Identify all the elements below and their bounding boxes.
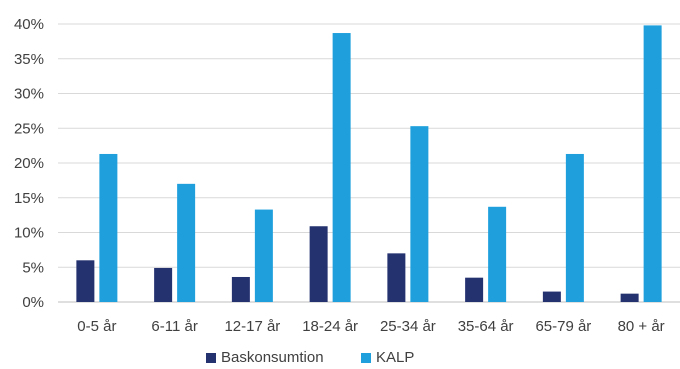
x-tick-label: 0-5 år xyxy=(77,318,116,335)
x-tick-label: 80 + år xyxy=(618,318,665,335)
bar-kalp xyxy=(332,33,351,302)
bar-kalp xyxy=(565,153,584,302)
x-tick-label: 35-64 år xyxy=(458,318,514,335)
legend-swatch-kalp xyxy=(361,353,371,363)
y-tick-label: 30% xyxy=(14,86,44,103)
y-tick-label: 0% xyxy=(22,294,44,311)
bar-baskonsumtion xyxy=(465,277,484,302)
bar-kalp xyxy=(488,206,507,302)
y-tick-label: 20% xyxy=(14,155,44,172)
x-tick-label: 18-24 år xyxy=(302,318,358,335)
bar-baskonsumtion xyxy=(231,276,250,302)
legend: Baskonsumtion KALP xyxy=(206,349,414,366)
bar-kalp xyxy=(177,183,196,302)
x-tick-label: 6-11 år xyxy=(151,318,197,335)
bar-kalp xyxy=(254,209,273,302)
legend-swatch-baskonsumtion xyxy=(206,353,216,363)
bar-kalp xyxy=(99,153,118,302)
x-axis-tick-labels: 0-5 år 6-11 år 12-17 år 18-24 år 25-34 år 35-… xyxy=(77,318,664,335)
legend-label-kalp: KALP xyxy=(376,349,414,366)
bar-baskonsumtion xyxy=(76,260,95,302)
bar-baskonsumtion xyxy=(309,226,328,302)
bar-baskonsumtion xyxy=(620,293,639,302)
bar-baskonsumtion xyxy=(542,291,561,302)
y-tick-label: 40% xyxy=(14,16,44,33)
bar-kalp xyxy=(643,25,662,302)
y-tick-label: 10% xyxy=(14,225,44,242)
x-tick-label: 25-34 år xyxy=(380,318,436,335)
x-tick-label: 12-17 år xyxy=(224,318,280,335)
y-axis-tick-labels: 0% 5% 10% 15% 20% 25% 30% 35% 40% xyxy=(14,16,44,311)
y-tick-label: 15% xyxy=(14,190,44,207)
bar-baskonsumtion xyxy=(387,253,406,302)
bar-kalp xyxy=(410,126,429,302)
x-tick-label: 65-79 år xyxy=(535,318,591,335)
bar-baskonsumtion xyxy=(154,267,173,302)
y-tick-label: 5% xyxy=(22,259,44,276)
y-tick-label: 35% xyxy=(14,51,44,68)
y-tick-label: 25% xyxy=(14,120,44,137)
gridlines xyxy=(58,23,680,303)
legend-label-baskonsumtion: Baskonsumtion xyxy=(221,349,324,366)
bars xyxy=(76,25,662,302)
